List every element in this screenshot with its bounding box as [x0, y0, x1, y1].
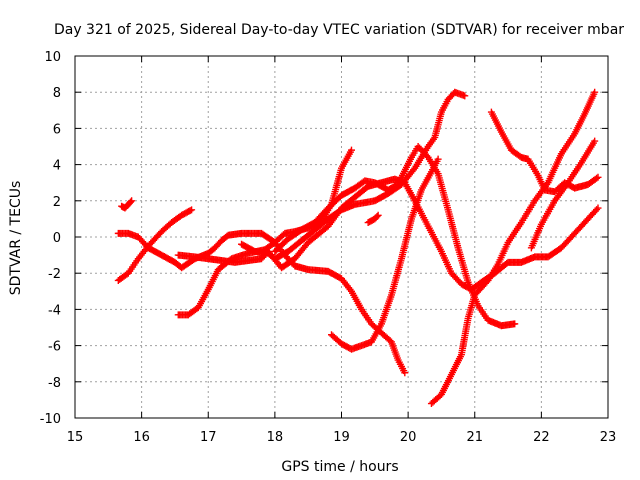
- data-point: [594, 204, 602, 212]
- data-series: [271, 143, 519, 330]
- axis-ticks: 15 16 17 18 19 20 21 22 23 -10 -8 -6 -4 -2 0 2 4 6 8 10: [40, 50, 617, 445]
- y-tick-label: -6: [48, 340, 61, 355]
- x-tick-label: 16: [133, 430, 150, 445]
- y-tick-label: 4: [53, 159, 61, 174]
- y-tick-label: -10: [40, 412, 61, 427]
- y-tick-label: -8: [48, 376, 61, 391]
- data-point: [434, 155, 442, 163]
- data-point: [186, 207, 194, 215]
- data-point: [401, 369, 409, 377]
- x-tick-label: 20: [400, 430, 417, 445]
- data-series: [328, 155, 442, 353]
- data-series: [364, 211, 382, 227]
- x-tick-label: 23: [600, 430, 617, 445]
- chart-title: Day 321 of 2025, Sidereal Day-to-day VTE…: [54, 22, 624, 38]
- data-point: [347, 146, 355, 154]
- data-series: [114, 206, 196, 284]
- y-tick-label: 2: [53, 195, 61, 210]
- x-tick-label: 19: [333, 430, 350, 445]
- y-tick-label: 10: [44, 50, 61, 65]
- data-point: [461, 92, 469, 100]
- data-point: [127, 198, 135, 206]
- data-point: [128, 197, 136, 205]
- data-point: [373, 212, 381, 220]
- data-point: [591, 88, 599, 96]
- x-tick-label: 21: [466, 430, 483, 445]
- y-tick-label: -4: [48, 303, 61, 318]
- data-point: [409, 166, 417, 174]
- data-series: [118, 197, 136, 212]
- y-tick-label: 6: [53, 122, 61, 137]
- data-series: [427, 88, 599, 408]
- data-point: [594, 173, 602, 181]
- data-point: [188, 206, 196, 214]
- data-point: [593, 174, 601, 182]
- x-axis-label: GPS time / hours: [281, 459, 398, 475]
- data-point: [374, 211, 382, 219]
- data-point: [591, 137, 599, 145]
- data-series: [527, 137, 599, 252]
- data-point: [593, 206, 601, 214]
- data-point: [511, 320, 519, 328]
- x-tick-label: 15: [67, 430, 84, 445]
- y-tick-label: 0: [53, 231, 61, 246]
- data-series: [238, 88, 469, 263]
- y-axis-label: SDTVAR / TECUs: [8, 181, 24, 296]
- x-tick-label: 22: [533, 430, 550, 445]
- y-tick-label: 8: [53, 86, 61, 101]
- y-tick-label: -2: [48, 267, 61, 282]
- data-points: [114, 88, 602, 408]
- x-tick-label: 18: [267, 430, 284, 445]
- data-point: [423, 152, 431, 160]
- x-tick-label: 17: [200, 430, 217, 445]
